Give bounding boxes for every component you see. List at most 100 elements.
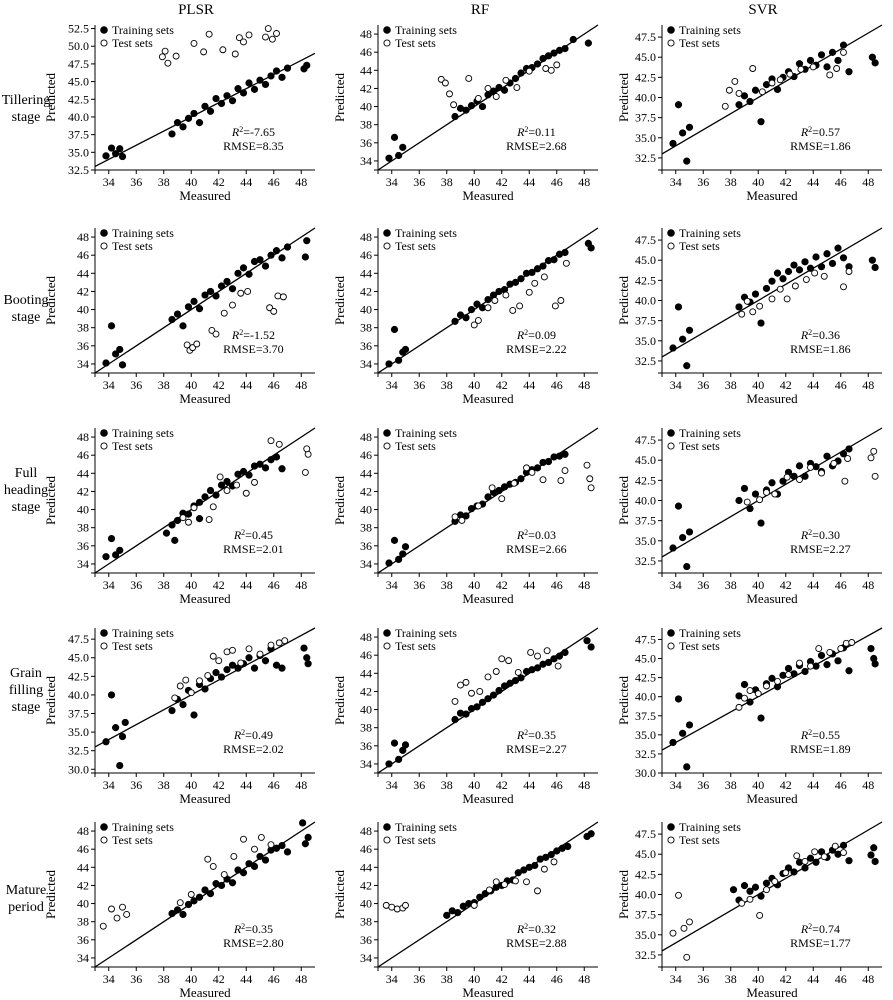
training-point bbox=[561, 648, 569, 657]
y-tick-label: 45.0 bbox=[68, 75, 89, 89]
training-point bbox=[674, 502, 683, 510]
y-tick-label: 40 bbox=[360, 303, 372, 317]
y-tick-label: 48 bbox=[77, 824, 89, 838]
y-axis-title: Predicted bbox=[43, 72, 58, 122]
training-point bbox=[212, 292, 220, 300]
training-point bbox=[495, 686, 503, 695]
column-title-svr: SVR bbox=[748, 2, 778, 18]
training-point bbox=[473, 703, 481, 711]
training-point bbox=[401, 345, 410, 354]
training-point bbox=[478, 698, 487, 706]
training-point bbox=[484, 295, 492, 304]
x-tick-label: 40 bbox=[468, 578, 480, 592]
x-tick-label: 38 bbox=[441, 378, 453, 392]
x-axis-title: Measured bbox=[462, 591, 514, 606]
test-point bbox=[680, 924, 688, 932]
x-axis-title: Measured bbox=[179, 391, 231, 406]
y-tick-label: 44 bbox=[77, 466, 89, 480]
training-point bbox=[806, 854, 815, 862]
y-tick-label: 36 bbox=[360, 539, 372, 553]
y-tick-label: 40 bbox=[77, 303, 89, 317]
test-point bbox=[123, 910, 131, 918]
y-axis-title: Predicted bbox=[616, 675, 631, 725]
training-point bbox=[217, 881, 226, 890]
training-point bbox=[871, 660, 879, 668]
training-point bbox=[735, 496, 743, 505]
training-point bbox=[223, 666, 231, 674]
test-point bbox=[675, 891, 682, 899]
test-point bbox=[242, 489, 250, 497]
test-point bbox=[811, 269, 819, 277]
training-point bbox=[390, 739, 399, 747]
training-point bbox=[107, 691, 116, 699]
legend-training-label: Training sets bbox=[395, 426, 457, 440]
training-point bbox=[768, 277, 776, 285]
x-tick-label: 46 bbox=[835, 972, 847, 986]
legend-training-label: Training sets bbox=[679, 820, 741, 834]
y-tick-label: 32.5 bbox=[635, 151, 656, 165]
test-point bbox=[402, 901, 409, 909]
x-tick-label: 48 bbox=[862, 175, 874, 189]
x-tick-label: 46 bbox=[551, 972, 563, 986]
legend-test-marker bbox=[100, 642, 108, 650]
test-point bbox=[470, 901, 478, 909]
test-point bbox=[113, 914, 121, 922]
training-point bbox=[868, 256, 876, 264]
scatter-panel: 34 36 38 40 42 44 46 48 30.0 32.5 35.0 37.5 40.0 42.5… bbox=[616, 626, 883, 806]
row-label-line: filling bbox=[8, 683, 44, 698]
y-tick-label: 35.0 bbox=[635, 334, 656, 348]
x-tick-label: 48 bbox=[578, 578, 590, 592]
test-point bbox=[509, 307, 517, 314]
y-tick-label: 48 bbox=[360, 27, 372, 41]
test-point bbox=[746, 895, 754, 903]
training-point bbox=[116, 345, 124, 354]
legend-test-marker bbox=[667, 242, 675, 250]
training-point bbox=[272, 453, 281, 461]
training-point bbox=[669, 544, 677, 552]
x-axis-title: Measured bbox=[462, 391, 514, 406]
training-point bbox=[385, 154, 393, 162]
test-point bbox=[510, 479, 518, 487]
training-point bbox=[751, 883, 760, 891]
x-tick-label: 40 bbox=[468, 175, 480, 189]
y-tick-label: 45.0 bbox=[635, 453, 656, 467]
x-tick-label: 40 bbox=[752, 378, 764, 392]
test-point bbox=[756, 302, 764, 310]
legend-test-label: Test sets bbox=[679, 439, 720, 453]
test-point bbox=[470, 321, 478, 329]
y-tick-label: 47.5 bbox=[635, 233, 656, 247]
training-point bbox=[179, 123, 187, 131]
test-point bbox=[796, 659, 803, 667]
test-point bbox=[229, 646, 236, 654]
test-point bbox=[557, 297, 565, 304]
y-tick-label: 44 bbox=[360, 266, 372, 280]
training-point bbox=[171, 536, 179, 544]
y-axis-title: Predicted bbox=[43, 675, 58, 725]
x-tick-label: 40 bbox=[185, 778, 197, 792]
legend-training-label: Training sets bbox=[395, 23, 457, 37]
test-point bbox=[820, 853, 828, 861]
test-point bbox=[840, 849, 847, 857]
test-point bbox=[512, 877, 519, 885]
test-point bbox=[491, 297, 499, 304]
r2-annotation: R2=0.45 bbox=[233, 528, 273, 543]
x-tick-label: 34 bbox=[386, 175, 398, 189]
test-point bbox=[818, 469, 825, 477]
y-tick-label: 44 bbox=[77, 860, 89, 874]
test-point bbox=[746, 687, 754, 695]
x-tick-label: 46 bbox=[835, 378, 847, 392]
x-tick-label: 36 bbox=[697, 175, 709, 189]
x-axis-title: Measured bbox=[462, 985, 514, 1000]
x-tick-label: 44 bbox=[523, 175, 535, 189]
test-point bbox=[528, 468, 536, 476]
test-point bbox=[845, 268, 853, 275]
y-axis-title: Predicted bbox=[616, 275, 631, 325]
scatter-panel: 34 36 38 40 42 44 46 48 34 36 38 40 42 44 46 48 Measured… bbox=[332, 426, 599, 606]
test-point bbox=[257, 833, 265, 841]
training-point bbox=[217, 481, 226, 489]
x-tick-label: 36 bbox=[413, 578, 425, 592]
legend-test-label: Test sets bbox=[395, 439, 436, 453]
x-tick-label: 42 bbox=[213, 175, 225, 189]
test-point bbox=[793, 852, 801, 860]
